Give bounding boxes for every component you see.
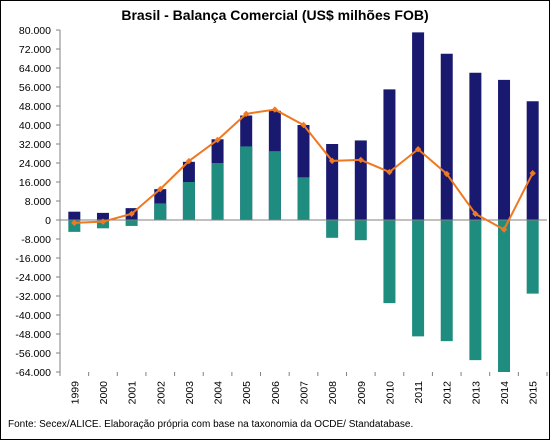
series-3-point-2012: [443, 170, 450, 178]
bar-series-2-2005: [240, 146, 253, 220]
bar-series-2-2007: [297, 177, 310, 220]
y-tick-label: 24.000: [19, 158, 51, 170]
bar-series-1-2009: [354, 140, 367, 220]
bar-series-2-2013: [469, 220, 482, 361]
y-tick-label: -32.000: [15, 291, 51, 303]
y-tick-label: 64.000: [19, 63, 51, 75]
x-tick-label-1999: 1999: [69, 381, 81, 405]
series-3-point-2004: [214, 136, 221, 144]
x-tick-label-2015: 2015: [528, 381, 540, 405]
x-tick-label-2013: 2013: [470, 381, 482, 405]
bar-series-1-2012: [440, 53, 453, 220]
series-3-point-2008: [328, 157, 336, 165]
y-tick-label: 48.000: [19, 101, 51, 113]
y-tick-label: 40.000: [19, 120, 51, 132]
bar-series-1-2015: [526, 101, 539, 220]
bar-series-2-2002: [154, 203, 167, 220]
y-tick-label: 16.000: [19, 177, 51, 189]
series-3-point-1999: [71, 219, 78, 227]
x-tick-label-2009: 2009: [356, 381, 368, 405]
x-axis-ticks: 1999 2000 2001 2002 2003 2004 2005 2006 2007 2008…: [59, 372, 548, 405]
bar-series-2-2014: [498, 220, 511, 372]
source-note: Fonte: Secex/ALICE. Elaboração própria c…: [8, 419, 414, 430]
bar-series-1-2013: [469, 72, 482, 220]
x-tick-label-2000: 2000: [98, 381, 110, 405]
bar-series-1-1999: [68, 211, 81, 220]
series-3-point-2014: [500, 226, 508, 233]
series-3-point-2009: [357, 156, 364, 164]
y-tick-label: 32.000: [19, 139, 51, 151]
x-tick-label-2014: 2014: [499, 381, 511, 405]
series-3-point-2002: [157, 185, 164, 193]
y-tick-label: -8.000: [21, 234, 51, 246]
x-tick-label-2010: 2010: [384, 381, 396, 405]
x-tick-label-2001: 2001: [127, 381, 139, 405]
chart-title: Brasil - Balança Comercial (US$ milhões …: [121, 7, 428, 23]
series-3-point-2003: [185, 157, 193, 165]
bars-layer: [68, 32, 539, 372]
y-tick-label: -24.000: [15, 272, 51, 284]
bar-series-2-2006: [268, 151, 281, 220]
bar-series-2-2011: [412, 220, 425, 337]
series-3-point-2001: [128, 210, 135, 218]
bar-series-2-2003: [182, 182, 195, 220]
y-tick-label: 56.000: [19, 82, 51, 94]
bar-series-1-2008: [326, 144, 339, 220]
series-3-point-2000: [99, 218, 107, 225]
bar-series-2-2012: [440, 220, 453, 342]
bar-series-2-2008: [326, 220, 339, 238]
series-3-point-2015: [529, 170, 536, 177]
bar-series-2-2015: [526, 220, 539, 294]
series-3-point-2010: [386, 168, 393, 176]
y-tick-label: -64.000: [15, 367, 51, 379]
x-tick-label-2003: 2003: [184, 381, 196, 405]
bar-series-1-2000: [96, 212, 109, 220]
y-tick-label: -56.000: [15, 348, 51, 360]
series-3-point-2006: [271, 106, 279, 113]
series-3-point-2011: [414, 146, 422, 153]
y-tick-label: 0: [45, 215, 51, 227]
x-tick-label-2007: 2007: [299, 381, 311, 405]
bar-series-2-2004: [211, 163, 224, 220]
y-tick-label: 8.000: [25, 196, 51, 208]
y-tick-label: -48.000: [15, 329, 51, 341]
y-tick-label: -16.000: [15, 253, 51, 265]
bar-series-2-2001: [125, 220, 138, 226]
series-3-point-2013: [472, 210, 479, 218]
bar-series-1-2011: [412, 32, 425, 220]
line-layer: [71, 106, 536, 233]
bar-series-1-2010: [383, 89, 396, 220]
series-3-point-2005: [243, 110, 250, 118]
x-tick-label-2004: 2004: [213, 381, 225, 405]
bar-series-1-2014: [498, 79, 511, 220]
x-tick-label-2005: 2005: [241, 381, 253, 405]
x-tick-label-2008: 2008: [327, 381, 339, 405]
y-axis-ticks: 80.000 72.000 64.000 56.000 48.000 40.000 32.0…: [15, 25, 60, 379]
x-tick-label-2002: 2002: [155, 381, 167, 405]
bar-series-2-2010: [383, 220, 396, 304]
y-tick-label: -40.000: [15, 310, 51, 322]
x-tick-label-2011: 2011: [413, 381, 425, 404]
x-tick-label-2006: 2006: [270, 381, 282, 405]
series-3-point-2007: [300, 121, 307, 129]
x-tick-label-2012: 2012: [442, 381, 454, 405]
bar-series-2-2009: [354, 220, 367, 241]
y-tick-label: 80.000: [19, 25, 51, 37]
y-tick-label: 72.000: [19, 44, 51, 56]
